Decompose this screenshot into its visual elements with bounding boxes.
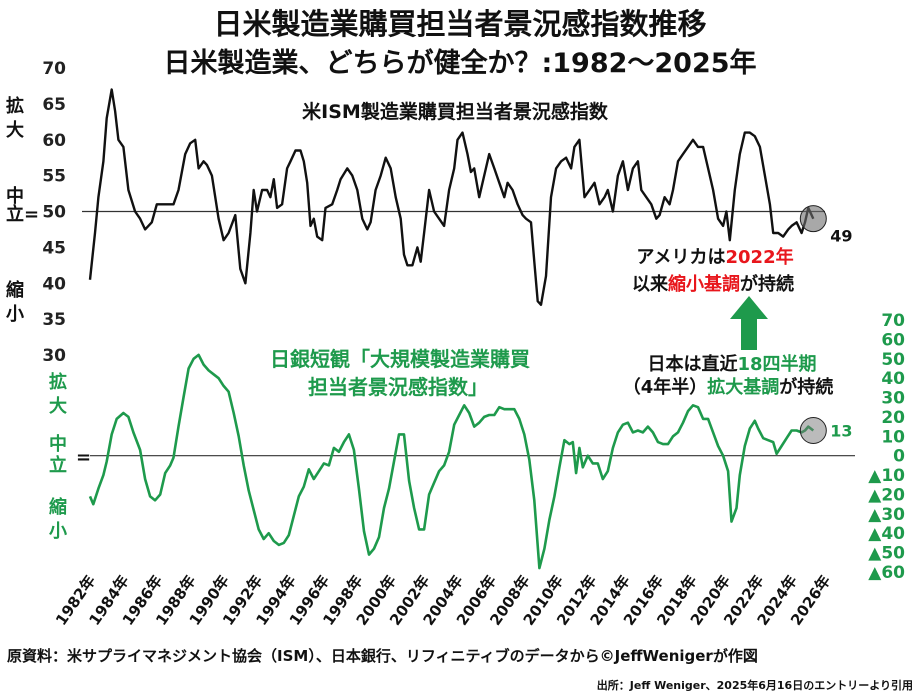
right-tick-label: 60 bbox=[881, 330, 905, 350]
us-series-label: 米ISM製造業購買担当者景況感指数 bbox=[302, 100, 609, 123]
right-tick-label: 30 bbox=[881, 389, 905, 409]
series-line bbox=[88, 353, 815, 570]
us-note-line1: アメリカは2022年 bbox=[636, 246, 793, 268]
left-tick-label: 65 bbox=[42, 95, 66, 115]
jp-note-line1: 日本は直近18四半期 bbox=[647, 353, 816, 375]
right-tick-label: ▲50 bbox=[868, 544, 905, 564]
chart-subtitle: 日米製造業、どちらが健全か？:1982～2025年 bbox=[163, 47, 756, 79]
left-tick-label: 70 bbox=[42, 59, 66, 79]
neutral-lines bbox=[82, 210, 855, 457]
left-axis: 70 65 60 55 50 45 40 35 30 bbox=[42, 59, 66, 366]
chart-title: 日米製造業購買担当者景況感指数推移 bbox=[213, 7, 706, 41]
us-note-line2: 以来縮小基調が持続 bbox=[632, 273, 794, 295]
right-tick-label: ▲40 bbox=[868, 524, 905, 544]
right-axis-neutral-equals: = bbox=[76, 447, 91, 468]
left-tick-label: 60 bbox=[42, 131, 66, 151]
left-tick-label: 50 bbox=[42, 203, 66, 223]
series-jp-tankan: 13 bbox=[88, 353, 853, 570]
left-axis-neutral-label: 中立= bbox=[6, 185, 39, 225]
jp-note-line2: （4年半）拡大基調が持続 bbox=[623, 376, 834, 398]
left-tick-label: 35 bbox=[42, 310, 66, 330]
jp-series-label-line1: 日銀短観「大規模製造業購買 bbox=[270, 347, 530, 371]
right-axis-neutral-label: 中立 bbox=[49, 433, 67, 476]
series-line bbox=[88, 88, 815, 306]
up-arrow-icon bbox=[730, 296, 768, 350]
left-axis-shrink-label: 縮小 bbox=[6, 279, 24, 325]
latest-value-highlight bbox=[799, 416, 827, 444]
right-tick-label: ▲10 bbox=[868, 466, 905, 486]
right-tick-label: 40 bbox=[881, 369, 905, 389]
latest-value-label: 13 bbox=[830, 421, 852, 440]
right-tick-label: 70 bbox=[881, 311, 905, 331]
left-axis-expand-label: 拡大 bbox=[6, 95, 24, 141]
left-tick-label: 55 bbox=[42, 167, 66, 187]
left-tick-label: 40 bbox=[42, 274, 66, 294]
source-note: 原資料：米サプライマネジメント協会（ISM）、日本銀行、リフィニティブのデータか… bbox=[7, 647, 758, 665]
right-axis-shrink-label: 縮小 bbox=[49, 496, 67, 542]
right-tick-label: ▲30 bbox=[868, 505, 905, 525]
right-tick-label: 10 bbox=[881, 427, 905, 447]
left-tick-label: 45 bbox=[42, 238, 66, 258]
right-tick-label: 50 bbox=[881, 350, 905, 370]
right-tick-label: 20 bbox=[881, 408, 905, 428]
jp-series-label-line2: 担当者景況感指数」 bbox=[308, 375, 488, 399]
citation-note: 出所：Jeff Weniger、2025年6月16日のエントリーより引用 bbox=[597, 678, 913, 692]
latest-value-label: 49 bbox=[830, 227, 852, 246]
left-tick-label: 30 bbox=[42, 346, 66, 366]
latest-value-highlight bbox=[799, 205, 827, 233]
right-tick-label: ▲60 bbox=[868, 563, 905, 583]
right-tick-label: 0 bbox=[893, 447, 905, 467]
series-us-ism: 49 bbox=[88, 88, 853, 306]
right-tick-label: ▲20 bbox=[868, 485, 905, 505]
right-axis-expand-label: 拡大 bbox=[49, 371, 67, 417]
x-axis-labels: 1982年1984年1986年1988年1990年1992年1994年1996年… bbox=[52, 572, 834, 629]
